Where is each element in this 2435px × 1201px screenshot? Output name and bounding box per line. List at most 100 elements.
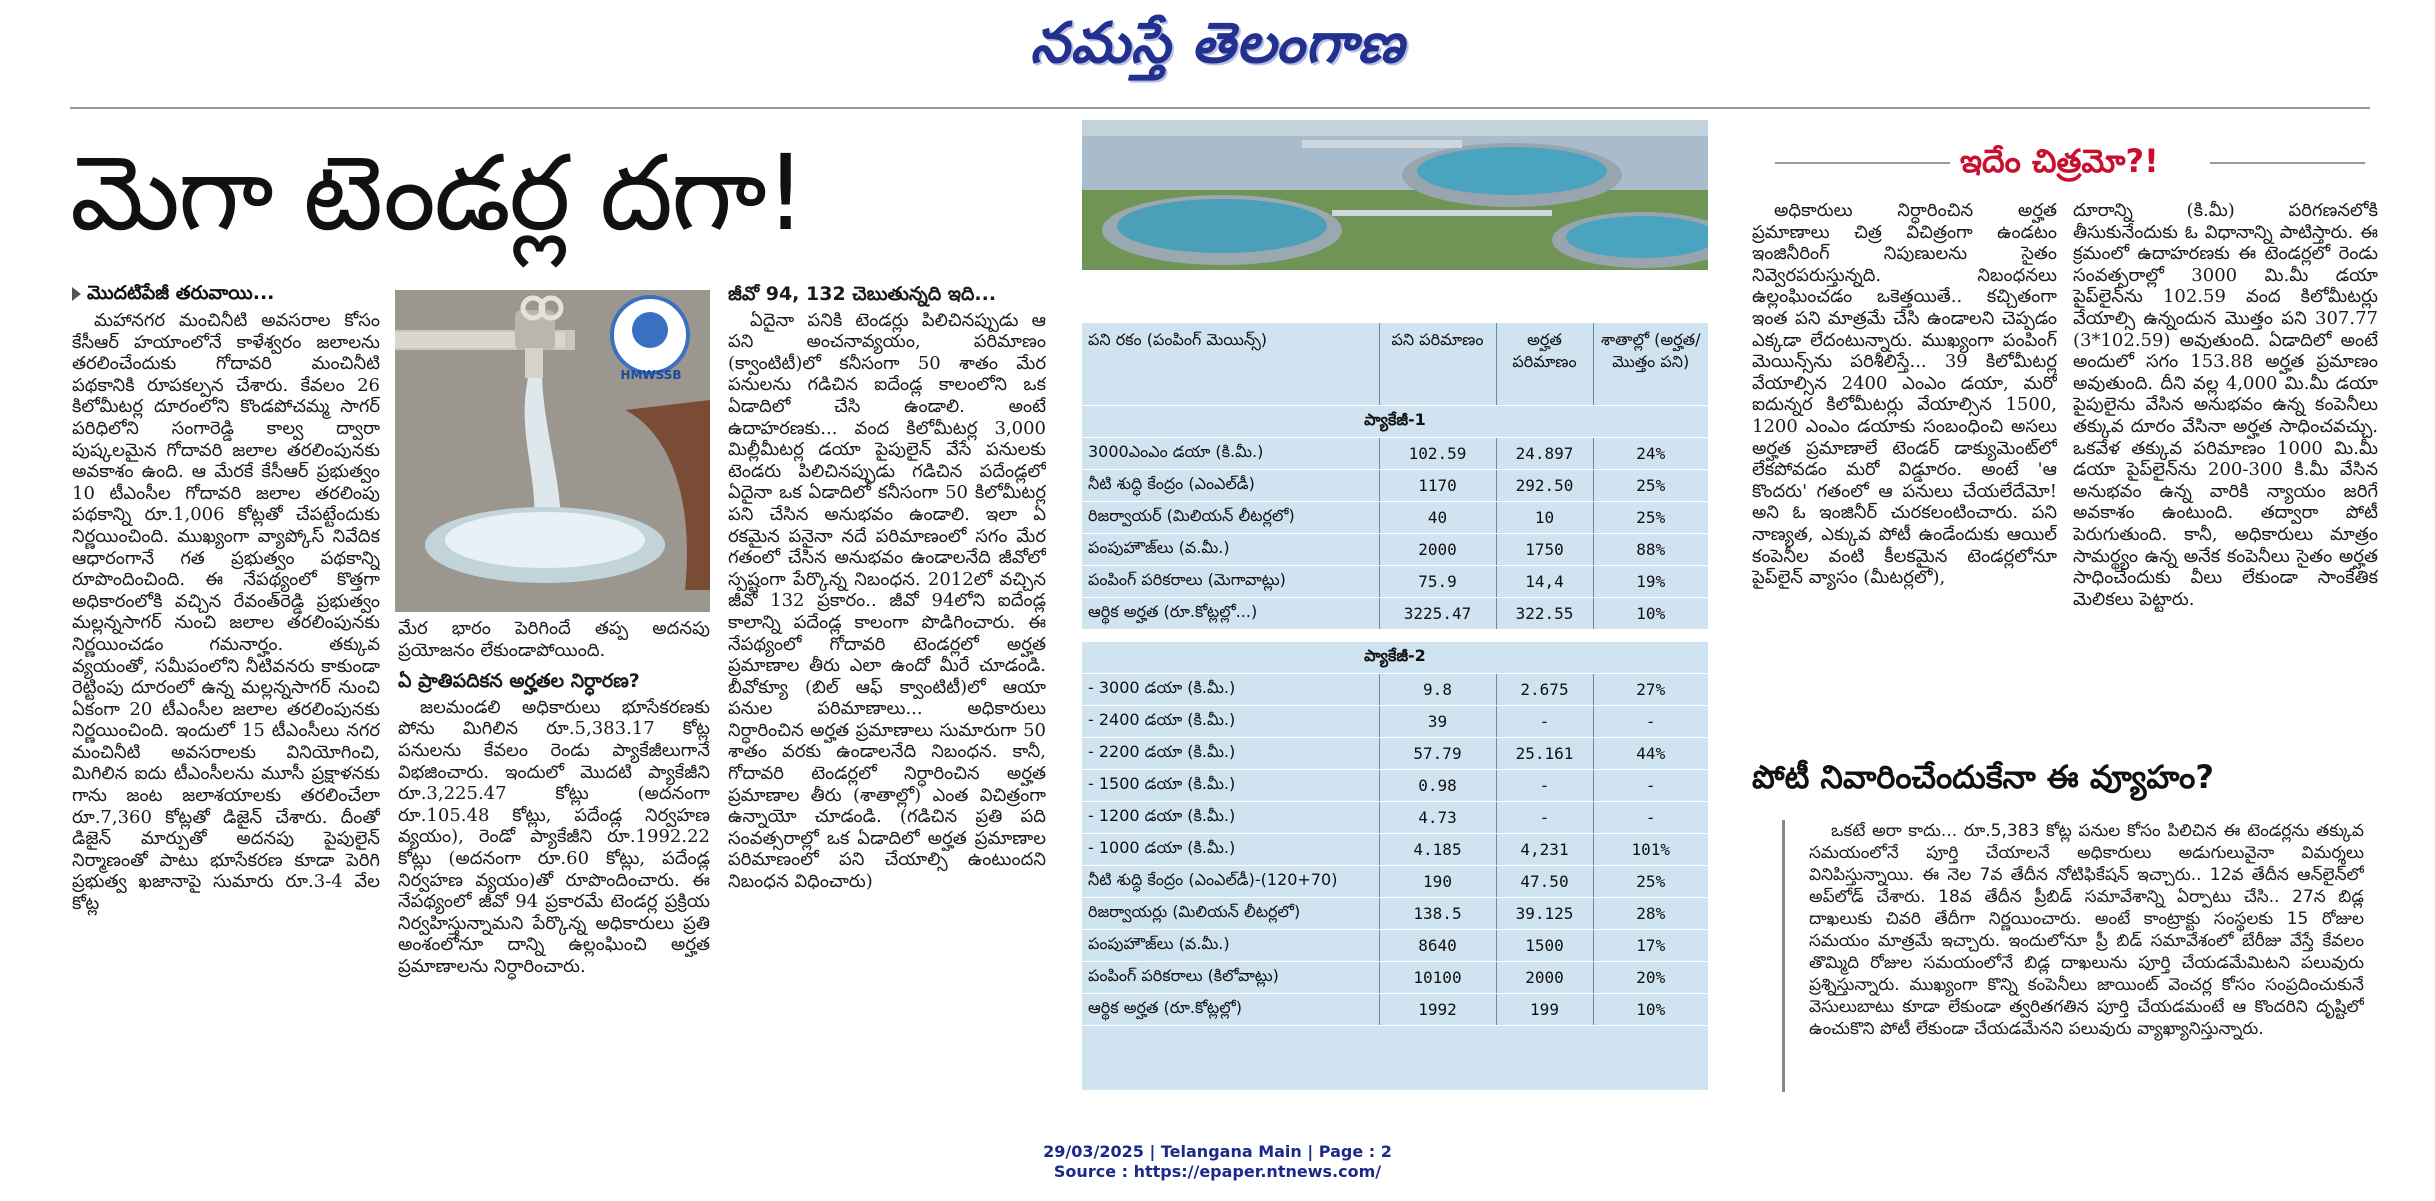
lead-column-2: మేర భారం పెరిగిందే తప్ప అదనపు ప్రయోజనం ల… [398,618,710,1090]
sidebar-column-2-text: దూరాన్ని (కి.మీ) పరిగణనలోకి తీసుకునేందుక… [2073,200,2378,610]
table-row: రిజర్వాయర్ (మిలియన్ లీటర్లలో) 40 10 25% [1082,501,1708,534]
header-work-type: పని రకం (పంపింగ్ మెయిన్స్) [1082,323,1380,406]
cell-qualification-quantity: 4,231 [1496,833,1594,866]
cell-qualification-quantity: 14,4 [1496,565,1594,598]
tender-qualification-table: పని రకం (పంపింగ్ మెయిన్స్) పని పరిమాణం అ… [1082,323,1708,1090]
cell-work-type: - 1200 డయా (కి.మీ.) [1082,801,1380,834]
sidebar-heading-text: ఇదేం చిత్రమో?! [1960,142,2159,180]
cell-work-quantity: 9.8 [1379,673,1497,706]
cell-work-type: 3000ఎంఎం డయా (కి.మీ.) [1082,437,1380,470]
cell-percentage: 25% [1593,865,1708,898]
footer-source-line: Source : https://epaper.ntnews.com/ [1053,1162,1382,1181]
sidebar-heading-rule-right [2210,162,2365,164]
lead-subhead: మొదటిపేజీ తరువాయి... [72,282,382,306]
cell-percentage: 10% [1593,597,1708,630]
cell-percentage: 44% [1593,737,1708,770]
table-row: 3000ఎంఎం డయా (కి.మీ.) 102.59 24.897 24% [1082,437,1708,470]
table-row: - 2200 డయా (కి.మీ.) 57.79 25.161 44% [1082,737,1708,770]
table-row: - 2400 డయా (కి.మీ.) 39- - [1082,705,1708,738]
cell-percentage: 20% [1593,961,1708,994]
cell-work-quantity: 138.5 [1379,897,1497,930]
table-row: - 3000 డయా (కి.మీ.) 9.8 2.675 27% [1082,673,1708,706]
package-1-title: ప్యాకేజీ-1 [1082,405,1708,438]
cell-work-quantity: 4.73 [1379,801,1497,834]
table-row: నీటి శుద్ధి కేంద్రం (ఎంఎల్‌డీ)-(120+70) 1… [1082,865,1708,898]
cell-work-quantity: 40 [1379,501,1497,534]
hmwssb-logo-text: HMWSSB [620,368,682,382]
competition-story-paragraph: ఒకటే అరా కాదు... రూ.5,383 కోట్ల పనుల కోస… [1809,821,2364,1039]
sidebar-column-2: దూరాన్ని (కి.మీ) పరిగణనలోకి తీసుకునేందుక… [2073,200,2378,740]
lead-column-1: మహానగర మంచినీటి అవసరాల కోసం కేసీఆర్ హయాం… [72,310,380,1090]
treatment-plant-photo [1082,120,1708,270]
headline: మెగా టెండర్ల దగా! [70,132,806,254]
masthead-rule [70,107,2370,109]
cell-percentage: 24% [1593,437,1708,470]
cell-work-type: పంపింగ్ పరికరాలు (మెగావాట్లు) [1082,565,1380,598]
table-row: పంపుహౌజ్‌లు (వ.మీ.) 8640 1500 17% [1082,929,1708,962]
cell-work-quantity: 3225.47 [1379,597,1497,630]
cell-work-type: పంపుహౌజ్‌లు (వ.మీ.) [1082,929,1380,962]
cell-qualification-quantity: 292.50 [1496,469,1594,502]
table-row: - 1200 డయా (కి.మీ.) 4.73- - [1082,801,1708,834]
cell-qualification-quantity: - [1496,801,1594,834]
cell-qualification-quantity: 322.55 [1496,597,1594,630]
cell-percentage: 28% [1593,897,1708,930]
cell-qualification-quantity: 25.161 [1496,737,1594,770]
cell-qualification-quantity: 10 [1496,501,1594,534]
cell-qualification-quantity: 39.125 [1496,897,1594,930]
table-row: పంపింగ్ పరికరాలు (మెగావాట్లు) 75.9 14,4 19% [1082,565,1708,598]
lead-column-3: జీవో 94, 132 చెబుతున్నది ఇది... ఏదైనా పన… [728,284,1046,1090]
cell-percentage: 10% [1593,993,1708,1026]
cell-qualification-quantity: 1750 [1496,533,1594,566]
table-row: - 1000 డయా (కి.మీ.) 4.185 4,231 101% [1082,833,1708,866]
cell-work-type: ఆర్థిక అర్హత (రూ.కోట్లల్లో...) [1082,597,1380,630]
header-percentage: శాతాల్లో (అర్హత/మొత్తం పని) [1593,323,1708,406]
cell-work-quantity: 75.9 [1379,565,1497,598]
table-row: ఆర్థిక అర్హత (రూ.కోట్లల్లో) 1992 199 10% [1082,993,1708,1026]
lead-column-1-text: మహానగర మంచినీటి అవసరాల కోసం కేసీఆర్ హయాం… [72,310,380,915]
lead-column-2-body: జలమండలి అధికారులు భూసేకరణకు పోను మిగిలిన… [398,696,710,977]
cell-percentage: 101% [1593,833,1708,866]
sidebar-column-1-text: అధికారులు నిర్ధారించిన అర్హత ప్రమాణాలు చ… [1752,200,2057,589]
sidebar-column-1: అధికారులు నిర్ధారించిన అర్హత ప్రమాణాలు చ… [1752,200,2057,740]
cell-qualification-quantity: 2000 [1496,961,1594,994]
header-qualification-quantity: అర్హత పరిమాణం [1496,323,1594,406]
header-work-quantity: పని పరిమాణం [1379,323,1497,406]
cell-work-type: పంపింగ్ పరికరాలు (కిలోవాట్లు) [1082,961,1380,994]
cell-work-type: - 1000 డయా (కి.మీ.) [1082,833,1380,866]
cell-work-quantity: 10100 [1379,961,1497,994]
table-row: ఆర్థిక అర్హత (రూ.కోట్లల్లో...) 3225.47 322… [1082,597,1708,630]
cell-percentage: 25% [1593,469,1708,502]
cell-work-type: - 1500 డయా (కి.మీ.) [1082,769,1380,802]
table-row: పంపింగ్ పరికరాలు (కిలోవాట్లు) 10100 2000 20… [1082,961,1708,994]
cell-work-quantity: 0.98 [1379,769,1497,802]
triangle-bullet-icon [72,286,81,301]
cell-work-quantity: 1992 [1379,993,1497,1026]
qualification-table: పని రకం (పంపింగ్ మెయిన్స్) పని పరిమాణం అ… [1082,323,1708,1026]
water-tap-illustration [395,290,710,612]
cell-work-quantity: 4.185 [1379,833,1497,866]
treatment-plant-illustration [1082,120,1708,270]
cell-work-type: - 3000 డయా (కి.మీ.) [1082,673,1380,706]
lead-column-2-top: మేర భారం పెరిగిందే తప్ప అదనపు ప్రయోజనం ల… [398,618,710,661]
cell-qualification-quantity: 2.675 [1496,673,1594,706]
lead-column-2-heading: ఏ ప్రాతిపదికన అర్హతల నిర్ధారణ? [398,670,640,693]
cell-work-quantity: 1170 [1379,469,1497,502]
cell-qualification-quantity: 1500 [1496,929,1594,962]
lead-column-3-body: ఏదైనా పనికి టెండర్లు పిలిచినప్పుడు ఆ పని… [728,309,1046,893]
cell-work-type: నీటి శుద్ధి కేంద్రం (ఎంఎల్‌డీ)-(120+70) [1082,865,1380,898]
water-tap-photo: HMWSSB [395,290,710,612]
cell-qualification-quantity: 47.50 [1496,865,1594,898]
cell-work-type: - 2400 డయా (కి.మీ.) [1082,705,1380,738]
cell-work-type: - 2200 డయా (కి.మీ.) [1082,737,1380,770]
cell-qualification-quantity: - [1496,705,1594,738]
table-row: పంపుహౌజ్‌లు (వ.మీ.) 2000 1750 88% [1082,533,1708,566]
table-row: రిజర్వాయర్లు (మిలియన్ లీటర్లలో) 138.5 39.1… [1082,897,1708,930]
cell-percentage: 19% [1593,565,1708,598]
cell-percentage: 25% [1593,501,1708,534]
footer-date-line: 29/03/2025 | Telangana Main | Page : 2 [1043,1142,1392,1161]
cell-work-type: రిజర్వాయర్లు (మిలియన్ లీటర్లలో) [1082,897,1380,930]
competition-story-box: ఒకటే అరా కాదు... రూ.5,383 కోట్ల పనుల కోస… [1782,820,2369,1092]
cell-qualification-quantity: 24.897 [1496,437,1594,470]
cell-work-type: ఆర్థిక అర్హత (రూ.కోట్లల్లో) [1082,993,1380,1026]
